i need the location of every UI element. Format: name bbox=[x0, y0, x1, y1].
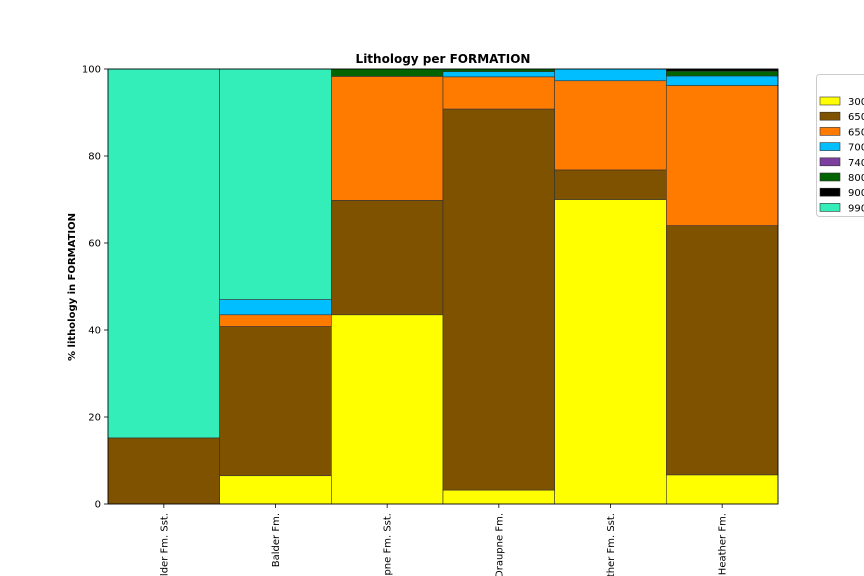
bar-segment bbox=[554, 68, 667, 82]
bar-segment bbox=[219, 475, 332, 505]
x-tick-label: upne Fm. Sst. bbox=[383, 513, 394, 576]
bar-segment bbox=[219, 299, 332, 316]
legend-label: 800 bbox=[848, 173, 864, 184]
bar-segment bbox=[442, 108, 555, 491]
plot-frame bbox=[107, 68, 779, 505]
bar-segment bbox=[554, 80, 667, 171]
bars-group bbox=[107, 68, 779, 505]
x-axis: lder Fm. Sst. Balder Fm. upne Fm. Sst. Drau… bbox=[159, 504, 729, 576]
x-tick-label: ther Fm. Sst. bbox=[606, 513, 617, 576]
bar-segment bbox=[219, 326, 332, 477]
bar-segment bbox=[331, 314, 444, 505]
bar-segment bbox=[331, 76, 444, 201]
bar-segment bbox=[666, 474, 779, 505]
bar-segment bbox=[219, 68, 332, 300]
y-tick-label: 40 bbox=[88, 326, 101, 337]
bar-segment bbox=[554, 199, 667, 505]
legend-label: 740 bbox=[848, 158, 864, 169]
y-tick-label: 0 bbox=[95, 500, 101, 511]
bar-segment bbox=[442, 76, 555, 110]
bar-segment bbox=[666, 75, 779, 86]
legend-swatch bbox=[819, 187, 841, 197]
legend-swatch bbox=[819, 172, 841, 182]
x-tick-label: Balder Fm. bbox=[271, 513, 282, 567]
bar-segment bbox=[442, 489, 555, 505]
y-axis-label: % lithology in FORMATION bbox=[67, 213, 78, 361]
x-tick-label: lder Fm. Sst. bbox=[159, 513, 170, 576]
bar-segment bbox=[331, 68, 444, 77]
y-tick-label: 20 bbox=[88, 413, 101, 424]
bar-segment bbox=[219, 314, 332, 327]
y-tick-label: 80 bbox=[88, 152, 101, 163]
legend-label: 300 bbox=[848, 97, 864, 108]
legend-swatch bbox=[819, 203, 841, 212]
legend-label: 990 bbox=[848, 203, 864, 214]
bar-segment bbox=[666, 225, 779, 476]
bar-segment bbox=[442, 71, 555, 78]
legend-label: 700 bbox=[848, 143, 864, 154]
bar-segment bbox=[666, 70, 779, 77]
y-axis: 0 20 40 60 80 100 bbox=[82, 65, 108, 511]
legend-swatch bbox=[819, 96, 841, 106]
legend: 300 650 650 700 740 800 900 990 bbox=[816, 74, 864, 217]
chart-title: Lithology per FORMATION bbox=[356, 52, 531, 66]
bar-segment bbox=[107, 68, 220, 439]
bar-segment bbox=[666, 85, 779, 226]
bar-segment bbox=[331, 200, 444, 316]
legend-swatch bbox=[819, 157, 841, 167]
bar-segment bbox=[107, 437, 220, 505]
legend-label: 900 bbox=[848, 188, 864, 199]
legend-swatch bbox=[819, 142, 841, 151]
bar-segment bbox=[554, 169, 667, 200]
legend-label: 650 bbox=[848, 127, 864, 138]
x-tick-label: Heather Fm. bbox=[718, 513, 729, 575]
y-tick-label: 100 bbox=[82, 65, 101, 76]
legend-swatch bbox=[819, 127, 841, 136]
legend-label: 650 bbox=[848, 112, 864, 123]
legend-swatch bbox=[819, 111, 841, 121]
y-tick-label: 60 bbox=[88, 239, 101, 250]
x-tick-label: Draupne Fm. bbox=[494, 513, 505, 576]
